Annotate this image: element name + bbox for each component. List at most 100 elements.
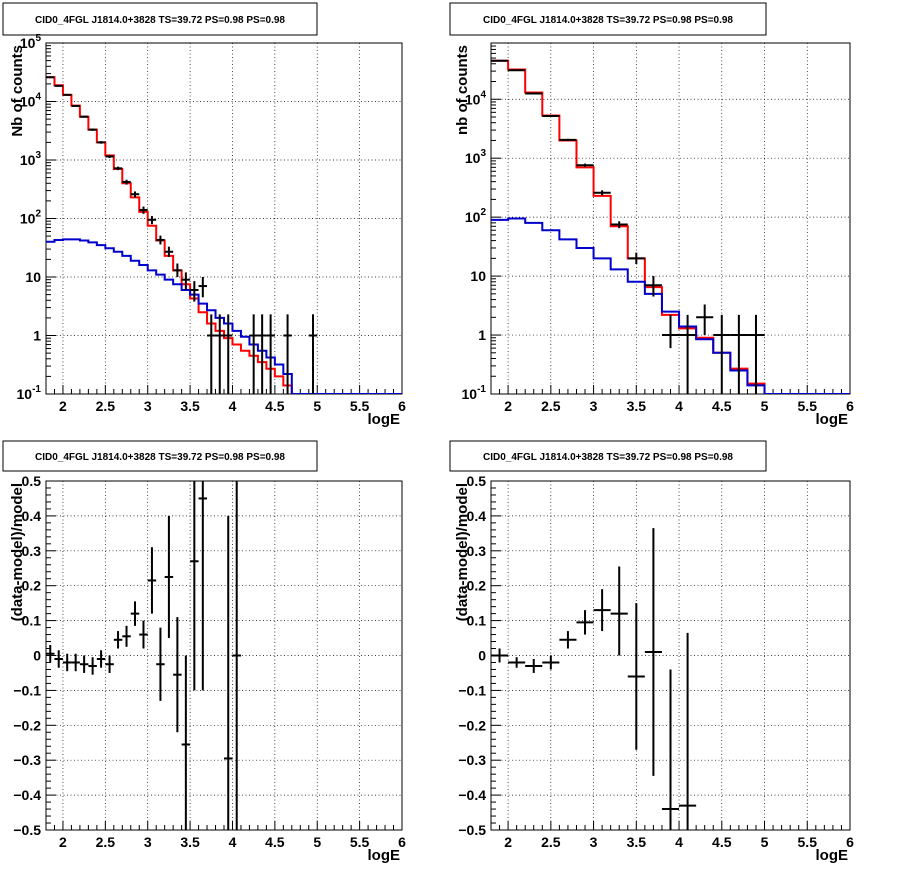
y-tick-label: 104 bbox=[20, 92, 42, 110]
data-point bbox=[627, 603, 645, 750]
x-tick-label: 4.5 bbox=[712, 834, 732, 850]
data-point bbox=[88, 128, 97, 131]
data-point bbox=[96, 141, 106, 144]
y-tick-label: 0 bbox=[478, 648, 486, 664]
data-layer bbox=[46, 481, 241, 830]
data-point bbox=[190, 481, 199, 691]
y-axis-label: (data-model)/model bbox=[454, 483, 471, 621]
y-tick-label: 103 bbox=[20, 150, 42, 168]
x-tick-label: 5.5 bbox=[350, 398, 370, 414]
data-point bbox=[122, 179, 131, 185]
y-tick-label: 0.5 bbox=[22, 473, 42, 489]
y-tick-label: −0.3 bbox=[458, 752, 486, 768]
data-point bbox=[62, 653, 72, 672]
data-point bbox=[283, 314, 292, 394]
data-point bbox=[232, 481, 241, 830]
data-point bbox=[181, 655, 191, 830]
x-tick-label: 3.5 bbox=[180, 398, 200, 414]
y-tick-label: −0.1 bbox=[458, 682, 486, 698]
data-point bbox=[113, 166, 123, 171]
data-point bbox=[96, 650, 106, 668]
y-tick-label: 103 bbox=[465, 148, 487, 166]
data-point bbox=[679, 632, 697, 830]
y-tick-label: −0.2 bbox=[458, 717, 486, 733]
data-layer bbox=[46, 76, 402, 394]
chart-pane-1: CID0_4FGL J1814.0+3828 TS=39.72 PS=0.98 … bbox=[2, 2, 406, 428]
chart-title: CID0_4FGL J1814.0+3828 TS=39.72 PS=0.98 … bbox=[35, 452, 285, 463]
data-point bbox=[139, 206, 148, 214]
data-point bbox=[215, 314, 224, 394]
data-point bbox=[491, 59, 509, 62]
data-point bbox=[79, 655, 89, 673]
series-step-2 bbox=[491, 217, 850, 394]
data-point bbox=[627, 252, 645, 265]
x-tick-label: 2 bbox=[504, 398, 512, 414]
data-point bbox=[224, 314, 233, 394]
grid bbox=[46, 42, 403, 395]
data-point bbox=[593, 190, 611, 196]
x-tick-label: 5 bbox=[761, 834, 769, 850]
chart-title: CID0_4FGL J1814.0+3828 TS=39.72 PS=0.98 … bbox=[483, 15, 733, 26]
data-point bbox=[576, 610, 594, 635]
x-tick-label: 6 bbox=[398, 398, 406, 414]
data-point bbox=[130, 601, 140, 626]
series-step-2 bbox=[46, 238, 402, 394]
x-tick-label: 2 bbox=[504, 834, 512, 850]
y-tick-label: −0.5 bbox=[13, 822, 41, 838]
data-point bbox=[46, 645, 55, 663]
data-point bbox=[257, 314, 267, 394]
data-point bbox=[139, 620, 148, 649]
data-point bbox=[308, 314, 318, 394]
data-point bbox=[88, 657, 97, 675]
chart-pane-3: CID0_4FGL J1814.0+3828 TS=39.72 PS=0.98 … bbox=[2, 440, 406, 864]
data-point bbox=[610, 221, 628, 229]
x-tick-label: 2.5 bbox=[541, 398, 561, 414]
y-axis-label: (data-model)/model bbox=[9, 483, 26, 621]
data-point bbox=[542, 655, 560, 670]
data-point bbox=[147, 547, 157, 614]
y-tick-label: −0.1 bbox=[13, 682, 41, 698]
data-point bbox=[105, 154, 114, 159]
data-point bbox=[105, 655, 114, 673]
x-tick-label: 3 bbox=[590, 398, 598, 414]
chart-title: CID0_4FGL J1814.0+3828 TS=39.72 PS=0.98 … bbox=[483, 452, 733, 463]
x-tick-label: 5 bbox=[313, 834, 321, 850]
data-point bbox=[508, 69, 526, 72]
x-tick-label: 2.5 bbox=[541, 834, 561, 850]
y-tick-label: 0.5 bbox=[467, 473, 487, 489]
x-tick-label: 4.5 bbox=[265, 398, 285, 414]
data-point bbox=[130, 191, 140, 198]
x-tick-label: 3.5 bbox=[180, 834, 200, 850]
data-point bbox=[156, 627, 165, 701]
data-point bbox=[122, 625, 131, 647]
title-box bbox=[2, 2, 318, 36]
data-point bbox=[679, 314, 697, 394]
title-box bbox=[2, 440, 318, 472]
x-tick-label: 4.5 bbox=[712, 398, 732, 414]
x-tick-label: 2 bbox=[59, 834, 67, 850]
data-point bbox=[491, 648, 509, 663]
data-point bbox=[54, 84, 63, 87]
x-tick-label: 2.5 bbox=[96, 834, 116, 850]
x-tick-label: 3.5 bbox=[627, 398, 647, 414]
y-tick-label: 0 bbox=[33, 648, 41, 664]
x-tick-label: 2 bbox=[59, 398, 67, 414]
y-tick-label: 102 bbox=[465, 207, 487, 225]
data-point bbox=[747, 314, 765, 394]
data-point bbox=[207, 314, 216, 394]
data-point bbox=[198, 481, 208, 691]
x-tick-label: 3 bbox=[144, 834, 152, 850]
y-tick-label: 105 bbox=[20, 33, 42, 51]
data-point bbox=[525, 658, 543, 673]
x-tick-label: 4.5 bbox=[265, 834, 285, 850]
data-point bbox=[508, 657, 526, 668]
y-tick-label: 0.3 bbox=[22, 543, 42, 559]
y-tick-label: 102 bbox=[20, 209, 42, 227]
data-point bbox=[147, 216, 157, 225]
data-point bbox=[644, 276, 662, 297]
data-point bbox=[62, 93, 72, 96]
y-tick-label: 1 bbox=[478, 327, 486, 343]
data-point bbox=[661, 669, 680, 830]
data-point bbox=[249, 314, 258, 394]
x-tick-label: 6 bbox=[398, 834, 406, 850]
